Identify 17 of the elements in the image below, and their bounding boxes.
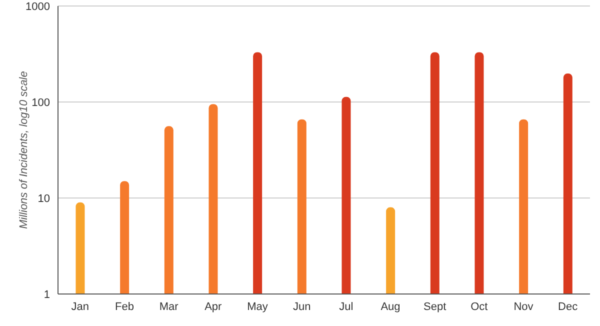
x-tick-label: Dec [558,300,578,313]
x-tick-label: Aug [380,300,400,313]
y-tick-label: 1 [44,288,50,301]
x-tick-label: Nov [514,300,534,313]
x-tick-label: May [247,300,268,313]
x-tick-label: Jan [71,300,90,313]
y-axis-title: Millions of Incidents, log10 scale [18,71,30,229]
y-tick-label: 10 [38,192,50,205]
y-tick-label: 100 [32,96,50,109]
x-tick-label: Sept [424,300,446,313]
x-tick-label: Apr [204,300,222,313]
x-tick-label: Jun [292,300,311,313]
x-tick-label: Oct [470,300,488,313]
y-tick-label: 1000 [26,0,50,13]
x-tick-label: Mar [159,300,179,313]
x-tick-label: Jul [339,300,354,313]
x-tick-label: Feb [115,300,134,313]
